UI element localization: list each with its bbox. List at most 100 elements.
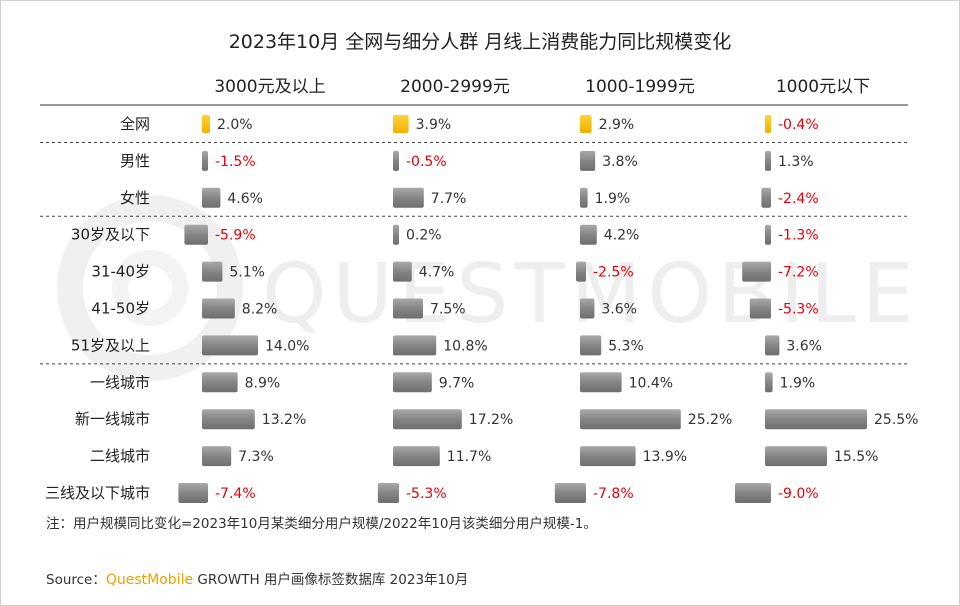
bar bbox=[580, 409, 681, 430]
row-label: 30岁及以下 bbox=[71, 226, 150, 244]
bar bbox=[580, 187, 588, 208]
data-label: 2.0% bbox=[217, 117, 253, 133]
data-label: 2.9% bbox=[599, 117, 635, 133]
bar bbox=[580, 298, 595, 319]
data-label: 4.7% bbox=[419, 265, 455, 281]
separators bbox=[40, 104, 908, 365]
chart-title: 2023年10月 全网与细分人群 月线上消费能力同比规模变化 bbox=[229, 31, 732, 53]
bar bbox=[393, 446, 440, 467]
data-label: 1.3% bbox=[778, 154, 814, 170]
data-label: 4.6% bbox=[227, 191, 263, 207]
column-header: 3000元及以上 bbox=[214, 77, 325, 97]
data-label: 3.6% bbox=[786, 338, 822, 354]
bar bbox=[393, 224, 399, 245]
bar bbox=[184, 224, 208, 245]
data-label: -5.3% bbox=[778, 302, 819, 318]
footnote: 注：用户规模同比变化=2023年10月某类细分用户规模/2022年10月该类细分… bbox=[46, 515, 597, 532]
bar bbox=[377, 483, 399, 503]
row-label: 51岁及以上 bbox=[71, 336, 150, 354]
bar bbox=[393, 372, 432, 393]
row-label: 31-40岁 bbox=[91, 263, 150, 281]
data-label: -7.2% bbox=[778, 265, 819, 281]
data-label: 25.2% bbox=[688, 412, 732, 428]
bar bbox=[178, 483, 208, 503]
value-labels: 2.0% 3.9% 2.9% -0.4% -1.5% -0.5% 3.8% 1.3% 4.6% 7… bbox=[215, 117, 918, 502]
bar bbox=[202, 409, 255, 430]
data-label: -2.4% bbox=[778, 191, 819, 207]
bar bbox=[393, 115, 409, 133]
column-header: 1000-1999元 bbox=[585, 77, 695, 97]
row-label: 男性 bbox=[120, 152, 150, 170]
data-label: 17.2% bbox=[469, 412, 513, 428]
data-label: -7.8% bbox=[593, 486, 634, 502]
data-label: 10.8% bbox=[443, 338, 487, 354]
bar bbox=[202, 261, 223, 282]
bar bbox=[576, 261, 586, 282]
bar bbox=[393, 335, 437, 356]
row-label: 女性 bbox=[120, 189, 150, 207]
data-label: 14.0% bbox=[265, 338, 309, 354]
data-label: -2.5% bbox=[593, 265, 634, 281]
bar bbox=[580, 446, 636, 467]
source-text: GROWTH 用户画像标签数据库 2023年10月 bbox=[193, 571, 468, 588]
row-label: 三线及以下城市 bbox=[45, 484, 150, 502]
bar bbox=[735, 483, 771, 503]
data-label: -0.4% bbox=[778, 117, 819, 133]
data-label: 10.4% bbox=[629, 375, 673, 391]
data-label: -1.5% bbox=[215, 154, 256, 170]
row-label: 二线城市 bbox=[90, 447, 150, 465]
bar bbox=[202, 446, 232, 467]
bar bbox=[554, 483, 586, 503]
bar bbox=[202, 115, 210, 133]
data-label: -0.5% bbox=[406, 154, 447, 170]
bar bbox=[202, 298, 235, 319]
data-label: -5.9% bbox=[215, 228, 256, 244]
watermark-text: QUESTMOBILE bbox=[262, 247, 920, 342]
data-label: 8.9% bbox=[245, 375, 281, 391]
bar bbox=[765, 115, 771, 133]
data-label: 1.9% bbox=[780, 375, 816, 391]
bar bbox=[765, 335, 780, 356]
source-prefix: Source： bbox=[46, 572, 106, 588]
bar bbox=[580, 150, 596, 171]
bars bbox=[178, 115, 867, 503]
data-label: -1.3% bbox=[778, 228, 819, 244]
data-label: 5.3% bbox=[608, 338, 644, 354]
bar bbox=[393, 409, 462, 430]
bar bbox=[765, 150, 771, 171]
data-label: 15.5% bbox=[834, 449, 878, 465]
bar bbox=[202, 335, 258, 356]
data-label: 11.7% bbox=[447, 449, 491, 465]
bar bbox=[765, 446, 827, 467]
data-label: 4.2% bbox=[604, 228, 640, 244]
data-label: -5.3% bbox=[406, 486, 447, 502]
data-label: -9.0% bbox=[778, 486, 819, 502]
data-label: 25.5% bbox=[874, 412, 918, 428]
bar bbox=[393, 298, 423, 319]
bar bbox=[765, 409, 867, 430]
data-label: 3.8% bbox=[602, 154, 638, 170]
data-label: 3.6% bbox=[601, 302, 637, 318]
bar bbox=[580, 335, 602, 356]
source-brand: QuestMobile bbox=[106, 572, 193, 588]
bar bbox=[580, 115, 592, 133]
bar bbox=[393, 187, 424, 208]
data-label: 7.7% bbox=[431, 191, 467, 207]
bar bbox=[202, 372, 238, 393]
watermark: QUESTMOBILE bbox=[57, 195, 920, 381]
row-label: 41-50岁 bbox=[91, 300, 150, 318]
data-label: 13.2% bbox=[262, 412, 306, 428]
data-label: 5.1% bbox=[229, 265, 265, 281]
data-label: 3.9% bbox=[416, 117, 452, 133]
source-line: Source：QuestMobile GROWTH 用户画像标签数据库 2023… bbox=[46, 571, 468, 588]
data-label: 0.2% bbox=[406, 228, 442, 244]
bar bbox=[749, 298, 771, 319]
row-label: 全网 bbox=[120, 115, 150, 133]
bar bbox=[765, 224, 771, 245]
bar bbox=[202, 187, 221, 208]
data-label: 7.5% bbox=[430, 302, 466, 318]
bar bbox=[580, 372, 622, 393]
bar bbox=[742, 261, 771, 282]
